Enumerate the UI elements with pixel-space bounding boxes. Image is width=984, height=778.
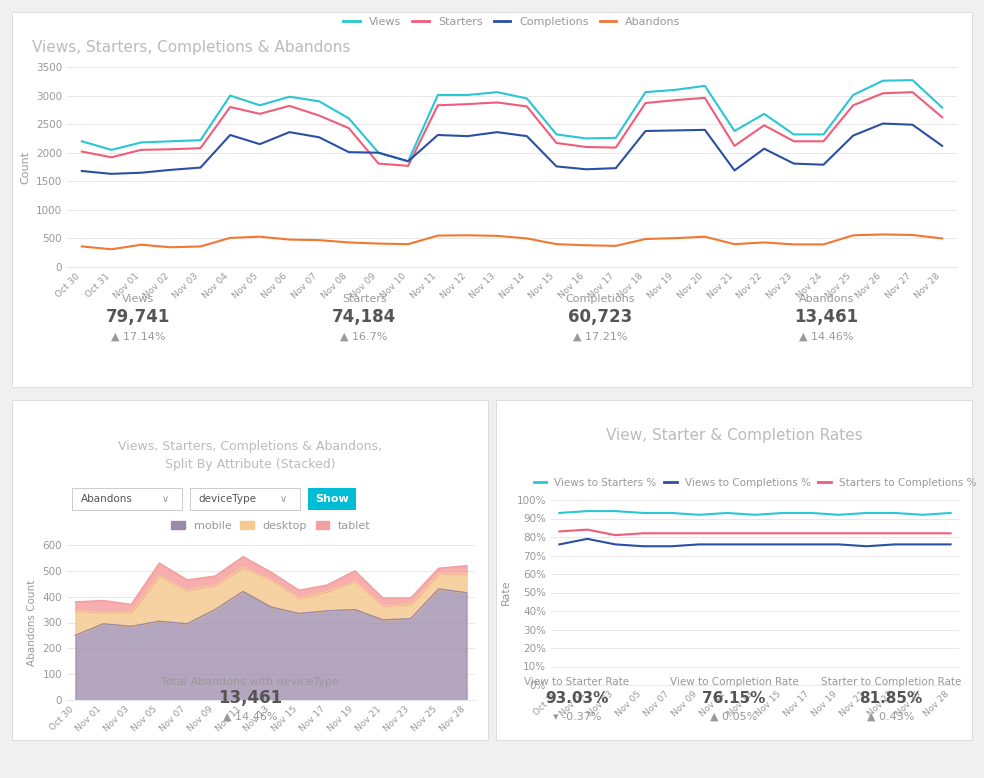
Text: Abandons: Abandons [81,494,133,504]
Text: 74,184: 74,184 [332,308,397,326]
Text: 60,723: 60,723 [568,308,633,326]
Text: deviceType: deviceType [199,494,257,504]
Text: ▲ 0.05%: ▲ 0.05% [710,712,758,722]
Text: 93.03%: 93.03% [545,691,609,706]
Text: Starters: Starters [341,294,387,304]
Text: 76.15%: 76.15% [703,691,766,706]
Legend: Views, Starters, Completions, Abandons: Views, Starters, Completions, Abandons [338,12,685,31]
Text: 81.85%: 81.85% [859,691,923,706]
Text: ▾ -0.37%: ▾ -0.37% [553,712,601,722]
Text: 13,461: 13,461 [794,308,859,326]
Text: View to Starter Rate: View to Starter Rate [524,677,630,687]
Y-axis label: Rate: Rate [501,580,511,605]
Text: ▲ 17.21%: ▲ 17.21% [573,332,628,342]
Legend: mobile, desktop, tablet: mobile, desktop, tablet [167,517,375,535]
Legend: Views to Starters %, Views to Completions %, Starters to Completions %: Views to Starters %, Views to Completion… [529,474,980,492]
Text: Views, Starters, Completions & Abandons: Views, Starters, Completions & Abandons [31,40,350,55]
Text: 13,461: 13,461 [217,689,282,707]
Text: Views, Starters, Completions & Abandons,
Split By Attribute (Stacked): Views, Starters, Completions & Abandons,… [118,440,382,471]
Text: Show: Show [315,494,349,504]
Text: View to Completion Rate: View to Completion Rate [670,677,798,687]
Text: Abandons: Abandons [799,294,854,304]
Y-axis label: Abandons Count: Abandons Count [27,580,37,666]
Text: View, Starter & Completion Rates: View, Starter & Completion Rates [605,428,862,443]
Text: ▲ 17.14%: ▲ 17.14% [110,332,165,342]
Text: ▲ 0.43%: ▲ 0.43% [867,712,915,722]
Text: ▲ 14.46%: ▲ 14.46% [222,712,277,722]
Text: 79,741: 79,741 [105,308,170,326]
Text: ▲ 14.46%: ▲ 14.46% [799,332,854,342]
Y-axis label: Count: Count [21,150,31,184]
Text: Starter to Completion Rate: Starter to Completion Rate [821,677,961,687]
Text: ▲ 16.7%: ▲ 16.7% [340,332,388,342]
Text: Views: Views [122,294,154,304]
Text: Total Abandons with deviceType: Total Abandons with deviceType [161,677,338,687]
Text: Completions: Completions [566,294,635,304]
Text: ∨: ∨ [162,494,169,504]
Text: ∨: ∨ [280,494,287,504]
